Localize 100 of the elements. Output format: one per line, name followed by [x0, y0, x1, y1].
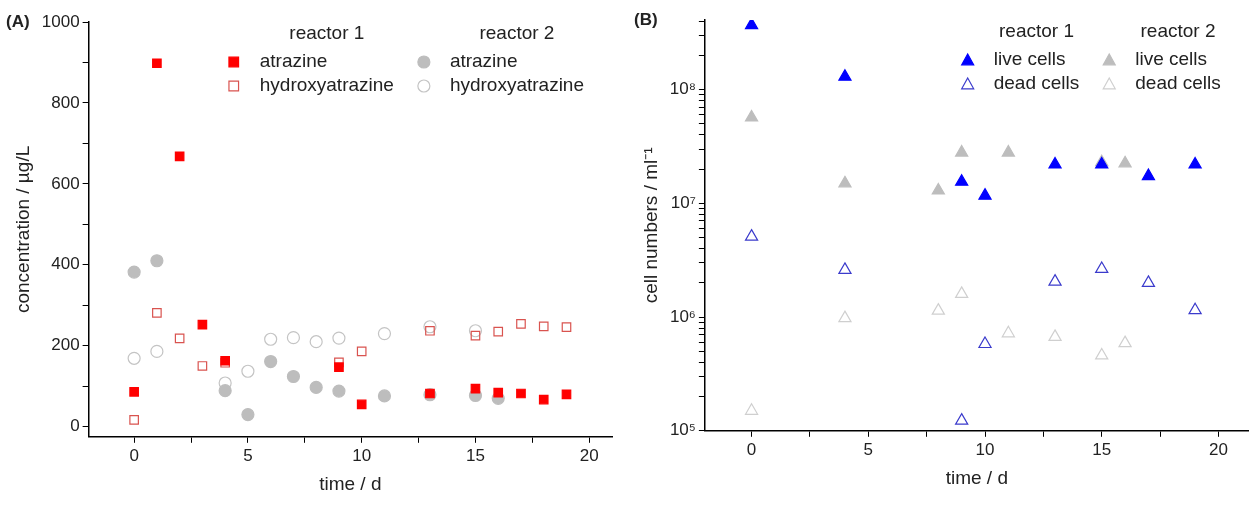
y-tick-label: 10⁸	[669, 79, 696, 99]
y-tick-label: 200	[51, 335, 80, 355]
point	[152, 58, 162, 69]
point	[152, 308, 162, 318]
point	[470, 330, 481, 341]
point	[955, 174, 969, 186]
point	[1001, 144, 1016, 157]
point	[1001, 325, 1016, 338]
point	[538, 321, 549, 332]
point	[334, 362, 344, 373]
point	[561, 322, 572, 332]
point	[744, 109, 759, 122]
point	[332, 384, 346, 398]
legend-label: hydroxyatrazine	[449, 74, 584, 96]
legend-label: live cells	[993, 48, 1066, 70]
point	[150, 254, 164, 268]
point	[1118, 335, 1132, 348]
point	[838, 175, 852, 188]
y-tick-label: 600	[51, 173, 80, 193]
point	[538, 394, 549, 405]
point	[309, 380, 323, 395]
point	[127, 265, 141, 279]
point	[1118, 155, 1132, 168]
point	[356, 346, 367, 357]
point	[978, 336, 992, 349]
legend-label: live cells	[1135, 48, 1208, 70]
point	[838, 262, 852, 275]
x-tick-label: 10	[352, 445, 372, 465]
annotation: reactor 1	[998, 20, 1074, 42]
point	[174, 333, 185, 344]
point	[931, 303, 945, 315]
y-axis-title: cell numbers / ml⁻¹	[639, 147, 661, 304]
y-tick-label: 10⁶	[669, 306, 696, 326]
x-tick-label: 5	[243, 445, 253, 465]
x-tick-label: 10	[975, 439, 995, 459]
annotation: reactor 2	[1140, 20, 1216, 42]
point	[561, 389, 572, 400]
annotation: reactor 1	[289, 22, 365, 44]
point	[150, 344, 164, 359]
chart-title: (A)	[6, 11, 30, 31]
point	[1188, 302, 1202, 315]
point	[197, 319, 208, 330]
point	[955, 286, 969, 298]
legend-label: atrazine	[259, 50, 328, 72]
point	[1048, 274, 1062, 286]
point	[931, 182, 945, 195]
y-tick-label: 10⁷	[670, 193, 696, 213]
point	[286, 331, 301, 345]
x-axis-title: time / d	[945, 466, 1008, 488]
point	[744, 229, 759, 241]
point	[516, 388, 526, 399]
point	[493, 326, 504, 337]
annotation: reactor 2	[479, 22, 555, 44]
point	[1095, 347, 1109, 360]
point	[332, 331, 346, 345]
x-tick-label: 20	[1208, 439, 1228, 459]
y-tick-label: 1000	[41, 11, 80, 31]
x-axis-title: time / d	[319, 472, 382, 494]
point	[470, 383, 481, 394]
point	[838, 69, 852, 81]
point	[1048, 156, 1062, 169]
point	[241, 407, 255, 422]
y-tick-label: 0	[70, 416, 80, 436]
point	[468, 324, 483, 338]
chart-title: (B)	[634, 9, 658, 29]
x-tick-label: 5	[863, 439, 874, 459]
point	[377, 389, 392, 403]
point	[264, 354, 278, 369]
x-tick-label: 0	[129, 445, 139, 465]
point	[377, 327, 392, 341]
point	[129, 414, 139, 425]
legend-label: atrazine	[449, 50, 518, 72]
point	[1095, 261, 1109, 274]
point	[286, 369, 301, 384]
legend-label: dead cells	[993, 72, 1080, 94]
x-tick-label: 0	[746, 439, 757, 459]
point	[1188, 156, 1202, 169]
point	[978, 188, 992, 200]
point	[1048, 329, 1062, 341]
point	[516, 319, 526, 329]
y-tick-label: 800	[51, 92, 80, 112]
y-tick-label: 10⁵	[669, 420, 696, 440]
legend-label: dead cells	[1135, 72, 1221, 94]
point	[955, 412, 969, 425]
point	[955, 144, 969, 157]
point	[127, 351, 141, 365]
point	[1141, 168, 1156, 181]
y-axis-title: concentration / µg/L	[11, 145, 33, 314]
point	[425, 325, 435, 336]
point	[197, 361, 208, 371]
point	[493, 387, 504, 398]
point	[218, 384, 232, 398]
legend-label: hydroxyatrazine	[259, 74, 394, 96]
x-tick-label: 20	[579, 445, 599, 465]
point	[744, 403, 759, 415]
point	[241, 364, 255, 378]
point	[423, 320, 437, 334]
x-tick-label: 15	[1092, 439, 1112, 459]
y-tick-label: 400	[51, 254, 80, 274]
point	[174, 151, 185, 162]
